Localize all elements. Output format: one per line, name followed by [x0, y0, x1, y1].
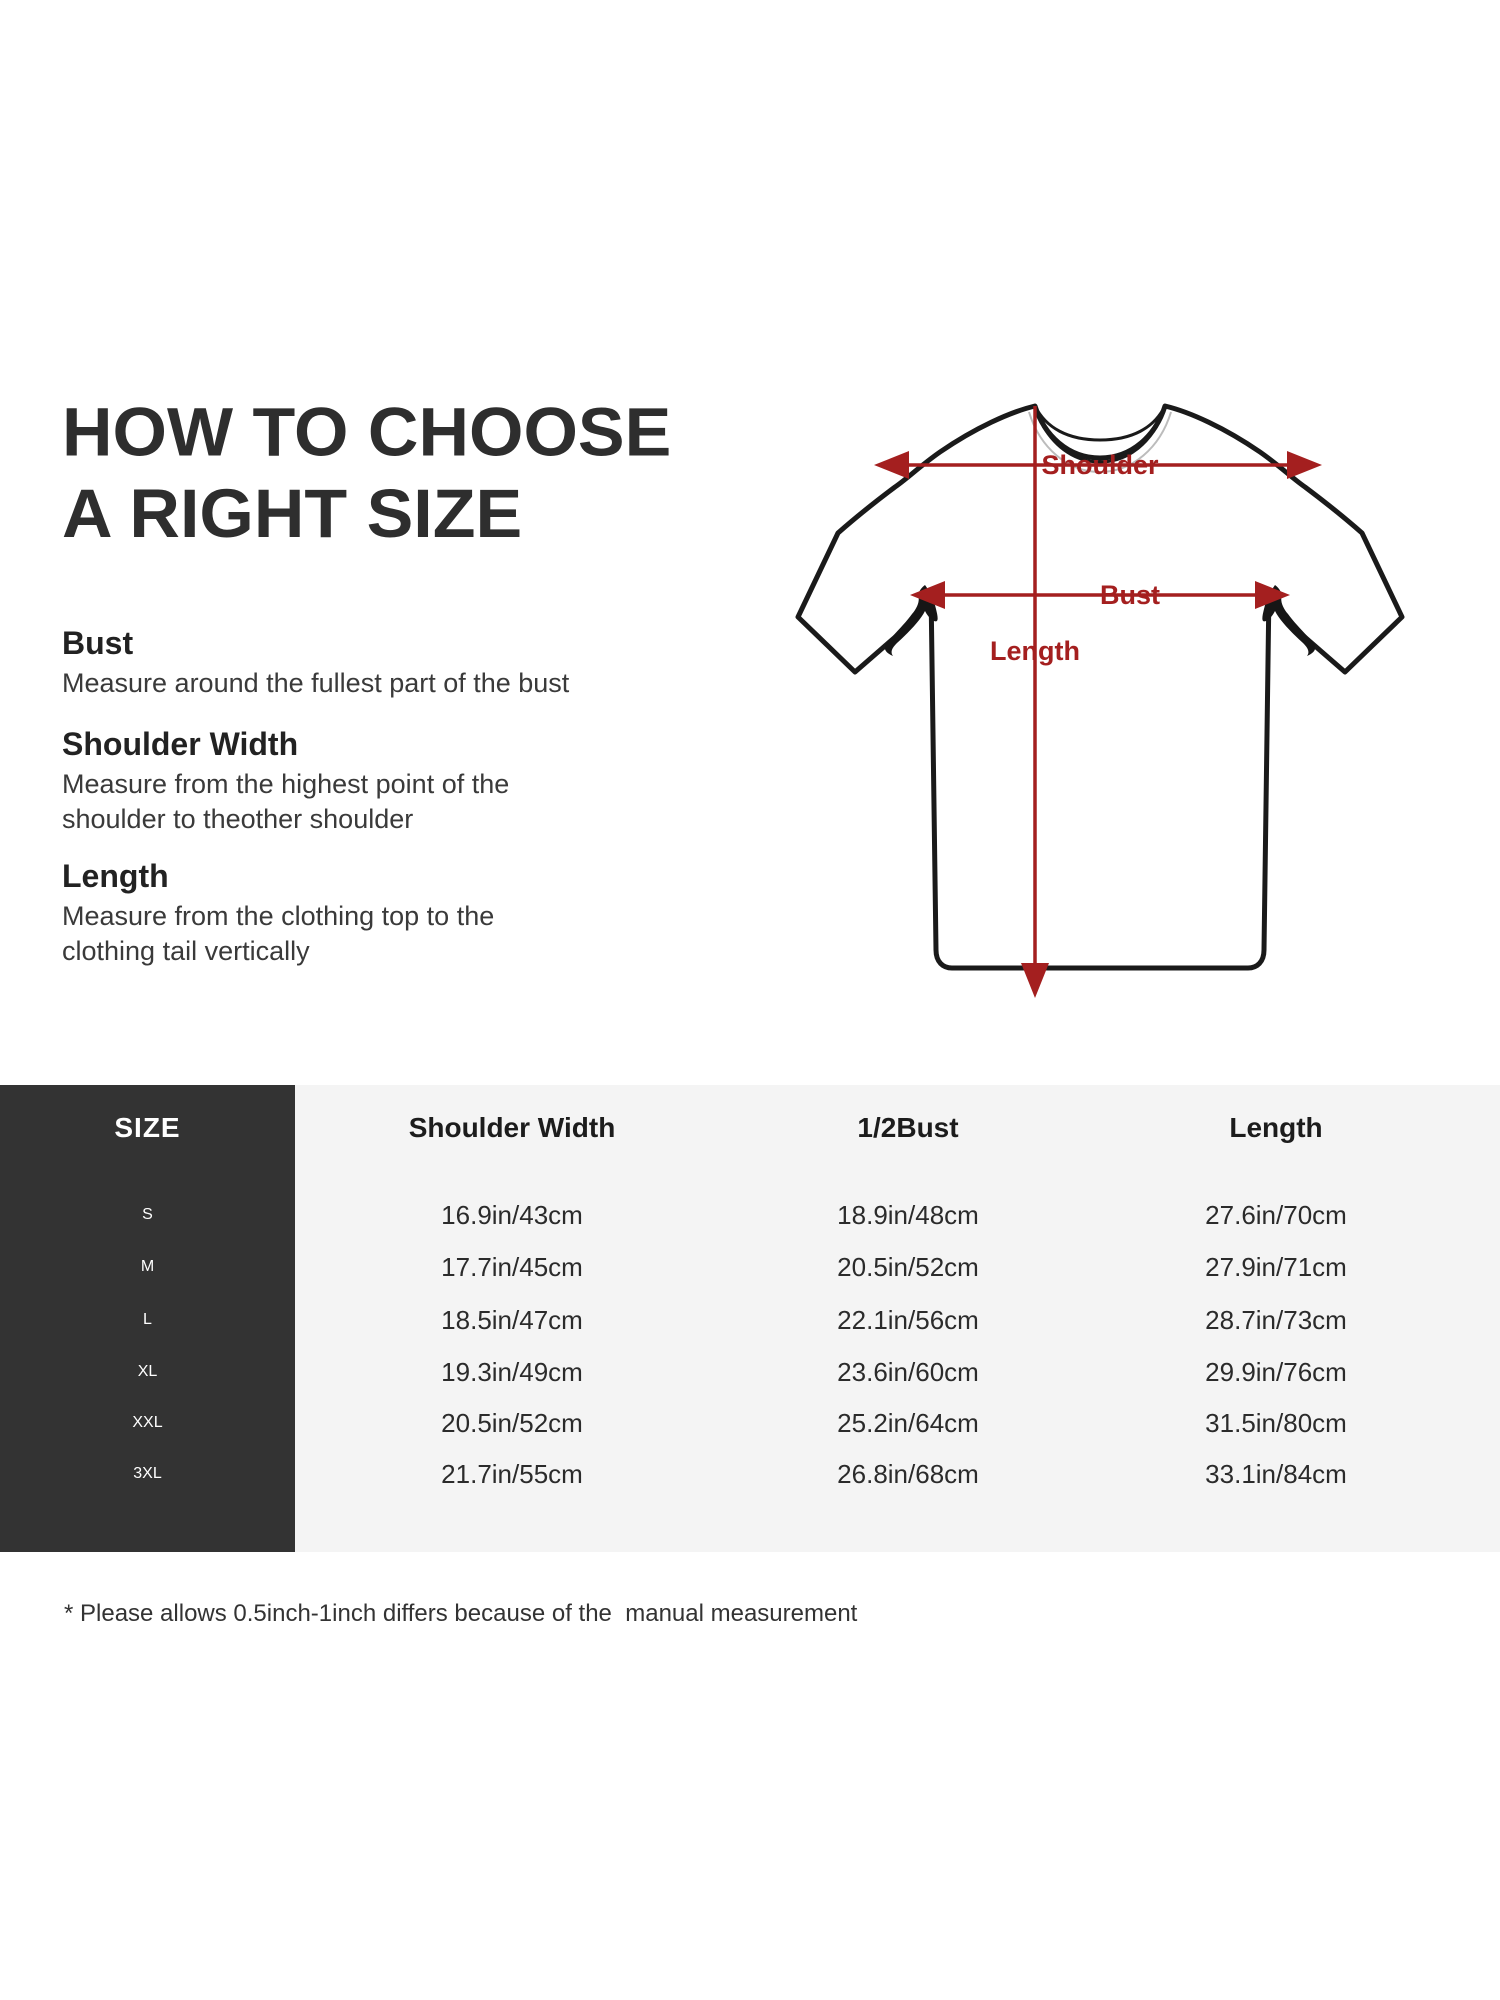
svg-text:Length: Length	[990, 636, 1080, 666]
svg-text:Bust: Bust	[1100, 580, 1160, 610]
svg-text:Shoulder: Shoulder	[1041, 450, 1158, 480]
